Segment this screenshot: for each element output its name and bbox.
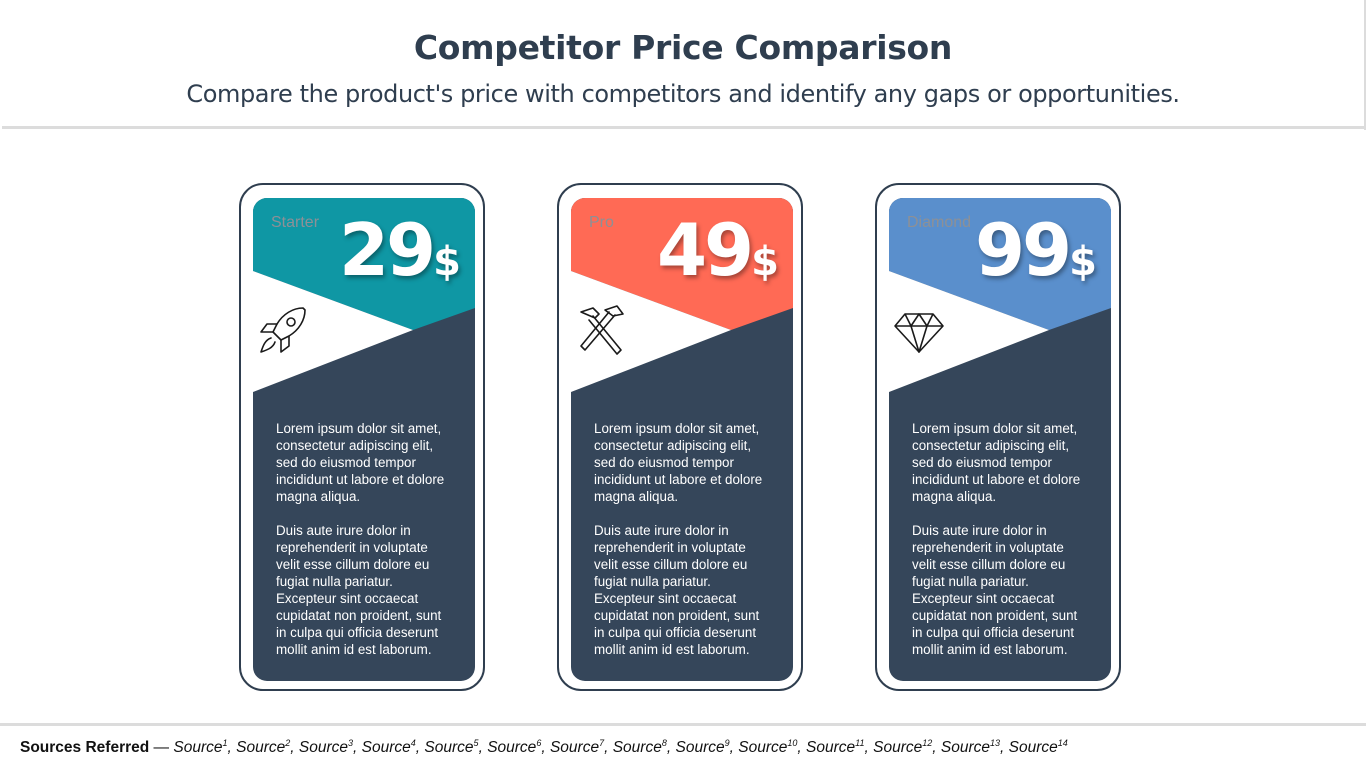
header-divider [2, 126, 1364, 129]
source-item: Source7 [549, 738, 605, 757]
source-text: Source [738, 739, 788, 757]
source-item: Source8 [612, 738, 667, 757]
source-number: 8 [661, 738, 667, 748]
price-currency: $ [1069, 239, 1097, 285]
source-number: 5 [473, 738, 479, 748]
sources-label: Sources Referred [20, 739, 150, 757]
description-paragraph: Lorem ipsum dolor sit amet, consectetur … [594, 421, 763, 504]
source-number: 6 [536, 738, 542, 748]
card-description: Lorem ipsum dolor sit amet, consectetur … [594, 420, 772, 678]
source-item: Source9 [675, 738, 730, 757]
card-header-shape [889, 198, 1111, 392]
source-number: 1 [222, 738, 228, 748]
source-text: Source [361, 739, 411, 757]
source-number: 7 [599, 738, 605, 748]
card-description: Lorem ipsum dolor sit amet, consectetur … [912, 420, 1090, 678]
price-value: 29 [338, 208, 436, 292]
source-text: Source [173, 739, 223, 757]
price-currency: $ [751, 239, 779, 285]
source-number: 4 [410, 738, 416, 748]
source-number: 2 [285, 738, 291, 748]
source-text: Source [487, 739, 537, 757]
card-panel: Diamond 99$ Lorem ipsum dolor sit amet, … [889, 198, 1111, 681]
sources-footer: Sources Referred — Source1, Source2, Sou… [20, 738, 1068, 757]
description-paragraph: Duis aute irure dolor in reprehenderit i… [912, 523, 1078, 657]
source-text: Source [424, 739, 474, 757]
card-description: Lorem ipsum dolor sit amet, consectetur … [276, 420, 454, 678]
price: 29$ [339, 214, 461, 286]
diamond-icon [894, 313, 944, 353]
source-item: Source11 [806, 738, 865, 757]
tier-name: Starter [271, 214, 320, 231]
source-number: 10 [787, 738, 798, 748]
hammers-icon [580, 305, 624, 355]
pricing-card-starter: Starter 29$ Lorem ipsum dolor sit amet, … [239, 183, 485, 691]
card-header-shape [253, 198, 475, 392]
source-item: Source3 [298, 738, 354, 757]
price-value: 99 [974, 208, 1072, 292]
price: 49$ [657, 214, 779, 286]
card-header-shape [571, 198, 793, 392]
source-text: Source [549, 739, 600, 757]
source-number: 13 [990, 738, 1001, 748]
source-text: Source [298, 739, 349, 757]
source-item: Source13 [940, 738, 1001, 757]
accent-band [253, 198, 475, 330]
source-item: Source12 [873, 738, 933, 757]
source-item: Source14 [1008, 738, 1068, 757]
rocket-icon [260, 307, 306, 353]
accent-band [571, 198, 793, 330]
edge-divider [1364, 0, 1366, 130]
card-panel: Pro 49$ Lorem ipsum dolor sit amet, cons… [571, 198, 793, 681]
source-number: 3 [348, 738, 354, 748]
source-item: Source6 [487, 738, 542, 757]
card-panel: Starter 29$ Lorem ipsum dolor sit amet, … [253, 198, 475, 681]
description-paragraph: Lorem ipsum dolor sit amet, consectetur … [276, 421, 445, 504]
description-paragraph: Duis aute irure dolor in reprehenderit i… [276, 523, 442, 657]
white-wedge [253, 271, 413, 392]
description-paragraph: Lorem ipsum dolor sit amet, consectetur … [912, 421, 1081, 504]
source-number: 12 [922, 738, 933, 748]
price-currency: $ [433, 239, 461, 285]
white-wedge [571, 271, 731, 392]
white-wedge [889, 271, 1049, 392]
sources-list: Source1, Source2, Source3, Source4, Sour… [173, 738, 1068, 757]
source-text: Source [236, 739, 286, 757]
source-number: 9 [724, 738, 730, 748]
description-paragraph: Duis aute irure dolor in reprehenderit i… [594, 523, 760, 657]
pricing-card-diamond: Diamond 99$ Lorem ipsum dolor sit amet, … [875, 183, 1121, 691]
page-title: Competitor Price Comparison [413, 28, 953, 67]
accent-band [889, 198, 1111, 330]
source-text: Source [612, 739, 662, 757]
sources-dash: — [149, 739, 174, 757]
source-item: Source1 [173, 738, 228, 757]
source-item: Source4 [361, 738, 416, 757]
source-item: Source2 [236, 738, 291, 757]
source-number: 14 [1057, 738, 1068, 748]
source-text: Source [873, 739, 923, 757]
tier-name: Diamond [907, 214, 972, 231]
source-item: Source5 [424, 738, 479, 757]
tier-name: Pro [589, 214, 614, 231]
source-number: 11 [855, 738, 865, 748]
source-text: Source [806, 739, 856, 757]
price-value: 49 [656, 208, 754, 292]
source-text: Source [1008, 739, 1058, 757]
source-item: Source10 [738, 738, 798, 757]
source-text: Source [940, 739, 990, 757]
source-text: Source [675, 739, 725, 757]
page-subtitle: Compare the product's price with competi… [186, 80, 1180, 108]
pricing-card-pro: Pro 49$ Lorem ipsum dolor sit amet, cons… [557, 183, 803, 691]
footer-divider [0, 723, 1366, 726]
price: 99$ [975, 214, 1097, 286]
